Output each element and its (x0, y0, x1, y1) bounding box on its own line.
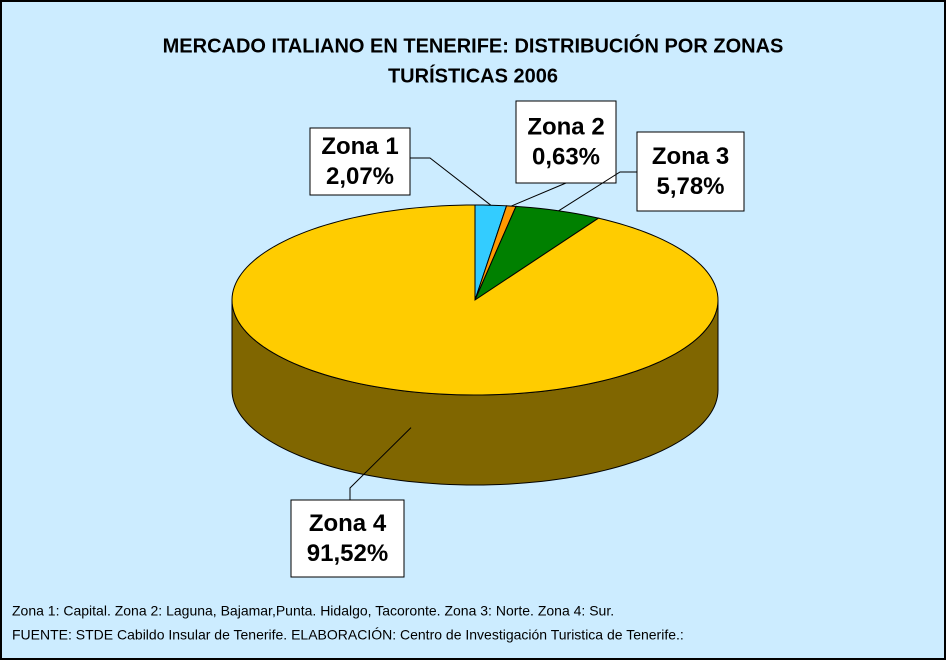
chart-title: MERCADO ITALIANO EN TENERIFE: DISTRIBUCI… (163, 33, 784, 57)
label-category: Zona 2 (527, 113, 604, 140)
label-category: Zona 1 (321, 133, 398, 160)
note: FUENTE: STDE Cabildo Insular de Tenerife… (12, 627, 684, 643)
leader-line (349, 427, 412, 500)
label-box (636, 131, 745, 212)
chart-title: TURÍSTICAS 2006 (388, 64, 558, 87)
leader-line (558, 171, 637, 212)
data-label: 5,78% (656, 173, 724, 200)
label-category: Zona 3 (652, 143, 729, 170)
data-label: 2,07% (326, 163, 394, 190)
note: Zona 1: Capital. Zona 2: Laguna, Bajamar… (12, 603, 614, 619)
label-box (309, 127, 411, 196)
label-box (515, 100, 617, 184)
label-box (290, 499, 405, 578)
leader-line (511, 182, 567, 207)
leader-line (410, 157, 492, 206)
slice (231, 204, 719, 396)
label-category: Zona 4 (309, 510, 387, 537)
slice (473, 205, 600, 302)
data-label: 0,63% (532, 143, 600, 170)
data-label: 91,52% (307, 540, 388, 567)
